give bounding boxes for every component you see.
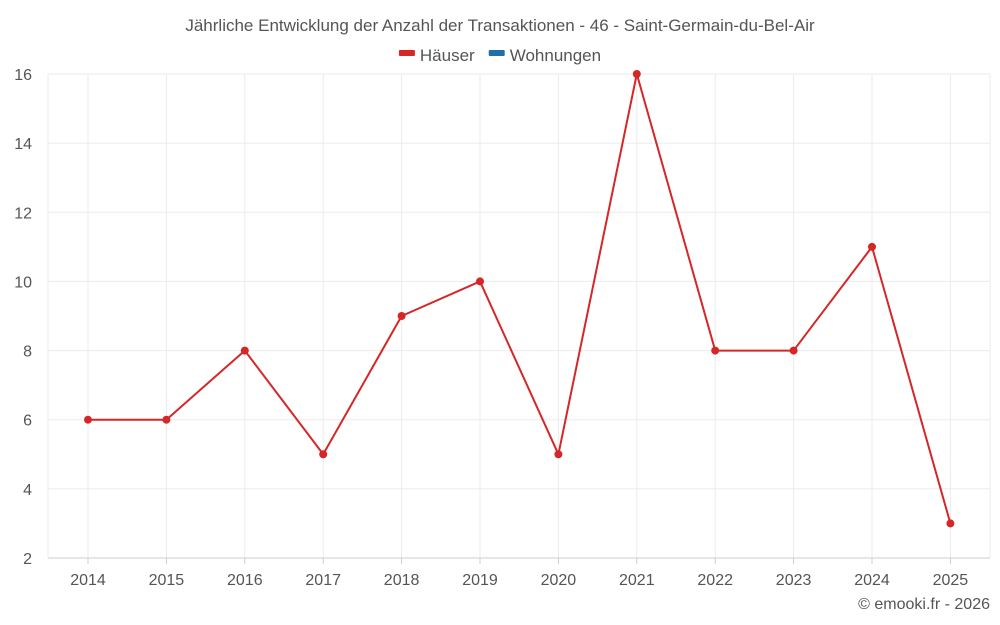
y-tick-label: 4 [23,482,32,499]
x-axis-ticks: 2014 2015 2016 2017 2018 2019 2020 2021 2022 2023… [70,558,968,589]
x-tick-label: 2020 [541,572,577,589]
data-point[interactable] [84,415,92,424]
data-point[interactable] [240,346,249,355]
x-tick-label: 2024 [854,572,890,589]
chart-title: Jährliche Entwicklung der Anzahl der Tra… [185,16,815,35]
y-tick-label: 10 [14,274,32,291]
data-point[interactable] [868,242,876,251]
y-tick-label: 8 [23,344,32,361]
data-point[interactable] [554,450,563,459]
legend-label: Häuser [420,46,475,65]
y-axis-ticks: 2 4 6 8 10 12 14 16 [14,67,32,568]
x-tick-label: 2022 [697,572,733,589]
x-tick-label: 2021 [619,572,655,589]
data-point[interactable] [632,70,641,78]
series-line-0 [88,73,952,524]
x-tick-label: 2019 [462,572,498,589]
legend: Häuser Wohnungen [398,46,601,65]
y-tick-label: 6 [23,413,32,430]
legend-item[interactable]: Häuser [398,46,475,65]
data-point[interactable] [162,415,171,424]
x-tick-label: 2017 [305,572,341,589]
x-tick-label: 2023 [776,572,812,589]
x-tick-label: 2016 [227,572,263,589]
data-point[interactable] [319,450,328,459]
legend-item[interactable]: Wohnungen [488,46,601,65]
x-tick-label: 2014 [70,572,106,589]
data-point[interactable] [397,312,406,320]
legend-swatch [488,50,505,56]
data-point[interactable] [476,277,484,286]
y-tick-label: 2 [23,551,32,568]
series-layer [84,70,955,528]
x-tick-label: 2025 [933,572,969,589]
y-tick-label: 14 [14,136,32,153]
legend-label: Wohnungen [510,46,601,65]
data-point[interactable] [946,519,955,528]
data-point[interactable] [711,346,720,355]
x-tick-label: 2015 [149,572,185,589]
y-tick-label: 12 [14,205,32,222]
data-point[interactable] [789,346,798,355]
gridlines [47,73,991,558]
legend-swatch [398,50,415,56]
x-tick-label: 2018 [384,572,420,589]
credit-text: © emooki.fr - 2026 [858,596,990,613]
y-tick-label: 16 [14,67,32,84]
